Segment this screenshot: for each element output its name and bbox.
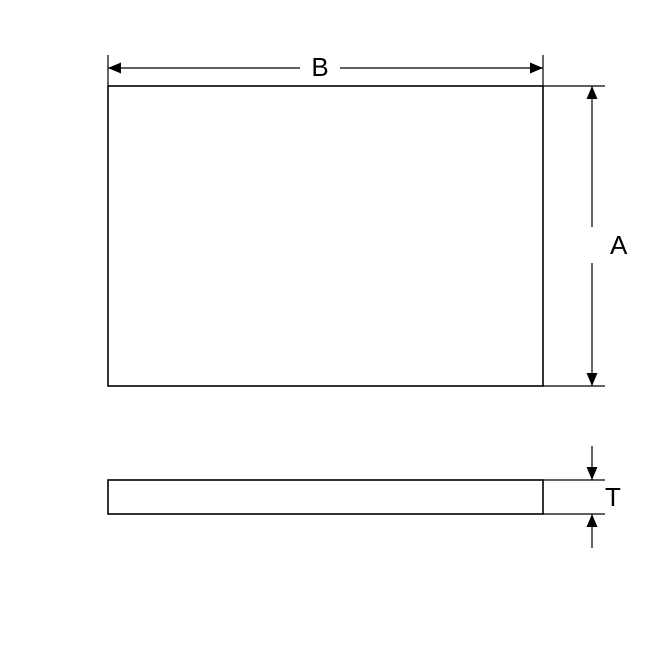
dim-label-b: B	[311, 52, 328, 82]
plan-rect	[108, 86, 543, 386]
dimension-diagram: B A T	[0, 0, 670, 670]
dim-label-t: T	[605, 482, 621, 512]
edge-rect	[108, 480, 543, 514]
dim-label-a: A	[610, 230, 628, 260]
